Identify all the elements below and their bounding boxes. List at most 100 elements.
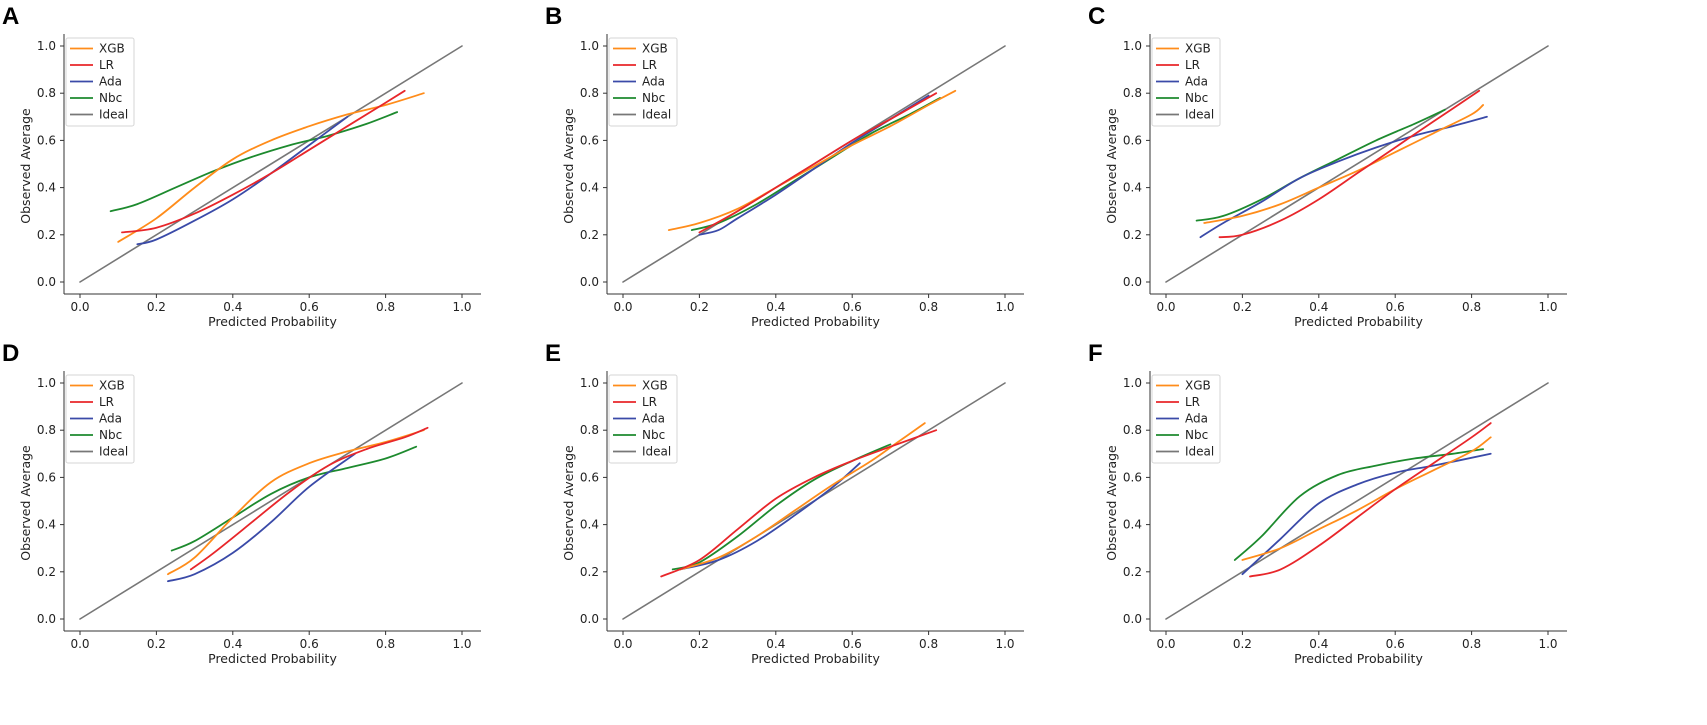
legend-label-lr: LR — [99, 395, 114, 409]
legend-label-nbc: Nbc — [642, 428, 665, 442]
legend-label-ideal: Ideal — [642, 445, 671, 459]
x-tick-label: 0.0 — [1156, 637, 1175, 651]
legend-label-lr: LR — [642, 395, 657, 409]
x-tick-label: 0.0 — [613, 637, 632, 651]
legend-label-nbc: Nbc — [99, 91, 122, 105]
y-tick-label: 0.4 — [37, 181, 56, 195]
series-line-nbc — [1233, 448, 1484, 561]
x-axis-label: Predicted Probability — [208, 651, 337, 666]
y-tick-label: 0.8 — [580, 423, 599, 437]
x-tick-label: 0.2 — [690, 637, 709, 651]
legend-label-nbc: Nbc — [1185, 91, 1208, 105]
legend-label-ada: Ada — [1185, 412, 1208, 426]
x-tick-label: 1.0 — [1538, 637, 1557, 651]
series-line-nbc — [690, 97, 941, 231]
legend-label-lr: LR — [99, 58, 114, 72]
x-tick-label: 0.8 — [919, 300, 938, 314]
legend-label-xgb: XGB — [1185, 379, 1211, 393]
x-tick-label: 0.2 — [147, 300, 166, 314]
x-tick-label: 0.6 — [1386, 637, 1405, 651]
y-tick-label: 0.8 — [580, 86, 599, 100]
legend-box — [1151, 374, 1221, 464]
x-tick-label: 1.0 — [995, 637, 1014, 651]
x-tick-label: 0.6 — [1386, 300, 1405, 314]
x-tick-label: 0.4 — [1309, 300, 1328, 314]
x-axis-label: Predicted Probability — [208, 314, 337, 329]
x-tick-label: 0.0 — [70, 637, 89, 651]
y-tick-label: 0.0 — [37, 612, 56, 626]
y-tick-label: 0.0 — [580, 275, 599, 289]
legend-label-ideal: Ideal — [642, 108, 671, 122]
x-tick-label: 0.2 — [1233, 300, 1252, 314]
series-line-ideal — [1165, 382, 1549, 620]
y-tick-label: 0.6 — [1123, 470, 1142, 484]
y-tick-label: 0.8 — [37, 86, 56, 100]
y-axis-label: Observed Average — [18, 445, 33, 561]
panel-c: C 0.0 0.2 0.4 0.6 0.8 1.0 0.0 0.2 0.4 0.6 0.8 1.0 Pre… — [1088, 3, 1567, 329]
series-line-ada — [167, 452, 356, 583]
panel-e: E 0.0 0.2 0.4 0.6 0.8 1.0 0.0 0.2 0.4 0.6 0.8 1.0 Pre… — [545, 340, 1024, 666]
x-tick-label: 1.0 — [1538, 300, 1557, 314]
panel-letter-f: F — [1088, 340, 1103, 367]
series-line-nbc — [671, 443, 892, 571]
legend-label-ideal: Ideal — [1185, 445, 1214, 459]
y-tick-label: 0.6 — [37, 133, 56, 147]
legend-label-nbc: Nbc — [1185, 428, 1208, 442]
legend: XGB LR Ada Nbc Ideal — [1151, 37, 1221, 127]
series-line-lr — [121, 89, 406, 234]
y-tick-label: 1.0 — [1123, 39, 1142, 53]
series-line-nbc — [170, 445, 418, 552]
x-tick-label: 0.0 — [70, 300, 89, 314]
series-line-lr — [660, 429, 938, 578]
legend-label-xgb: XGB — [642, 42, 668, 56]
x-tick-label: 0.4 — [223, 637, 242, 651]
legend-label-xgb: XGB — [99, 42, 125, 56]
x-tick-label: 1.0 — [452, 300, 471, 314]
series-line-ideal — [79, 382, 463, 620]
y-tick-label: 0.8 — [1123, 423, 1142, 437]
y-tick-label: 0.4 — [1123, 181, 1142, 195]
y-tick-label: 0.8 — [37, 423, 56, 437]
panel-letter-c: C — [1088, 3, 1105, 30]
y-tick-label: 0.4 — [580, 518, 599, 532]
panel-letter-a: A — [2, 3, 19, 30]
x-tick-label: 0.4 — [223, 300, 242, 314]
x-tick-label: 0.8 — [376, 637, 395, 651]
y-tick-label: 0.4 — [580, 181, 599, 195]
series-line-lr — [1218, 89, 1481, 239]
x-tick-label: 0.0 — [613, 300, 632, 314]
y-tick-label: 1.0 — [37, 376, 56, 390]
legend: XGB LR Ada Nbc Ideal — [65, 374, 135, 464]
y-tick-label: 1.0 — [1123, 376, 1142, 390]
y-axis-label: Observed Average — [18, 108, 33, 224]
x-tick-label: 0.8 — [1462, 300, 1481, 314]
x-tick-label: 0.6 — [300, 300, 319, 314]
y-tick-label: 0.2 — [37, 228, 56, 242]
series-line-xgb — [1241, 436, 1492, 561]
x-tick-label: 0.6 — [843, 300, 862, 314]
series-line-xgb — [167, 429, 425, 576]
y-tick-label: 0.0 — [580, 612, 599, 626]
x-axis-label: Predicted Probability — [751, 651, 880, 666]
y-tick-label: 0.0 — [1123, 612, 1142, 626]
y-axis-label: Observed Average — [1104, 108, 1119, 224]
y-tick-label: 0.4 — [1123, 518, 1142, 532]
series-line-ada — [136, 115, 349, 246]
x-tick-label: 0.2 — [1233, 637, 1252, 651]
series-line-ideal — [1165, 45, 1549, 283]
legend-label-ideal: Ideal — [1185, 108, 1214, 122]
x-tick-label: 0.4 — [766, 637, 785, 651]
legend-label-ideal: Ideal — [99, 108, 128, 122]
x-tick-label: 1.0 — [995, 300, 1014, 314]
y-tick-label: 0.6 — [37, 470, 56, 484]
legend-label-ideal: Ideal — [99, 445, 128, 459]
x-tick-label: 0.4 — [1309, 637, 1328, 651]
y-axis-label: Observed Average — [1104, 445, 1119, 561]
x-tick-label: 0.8 — [1462, 637, 1481, 651]
y-tick-label: 0.8 — [1123, 86, 1142, 100]
y-axis-label: Observed Average — [561, 445, 576, 561]
x-tick-label: 0.4 — [766, 300, 785, 314]
legend-label-lr: LR — [1185, 395, 1200, 409]
y-tick-label: 0.6 — [580, 470, 599, 484]
legend-label-ada: Ada — [99, 75, 122, 89]
